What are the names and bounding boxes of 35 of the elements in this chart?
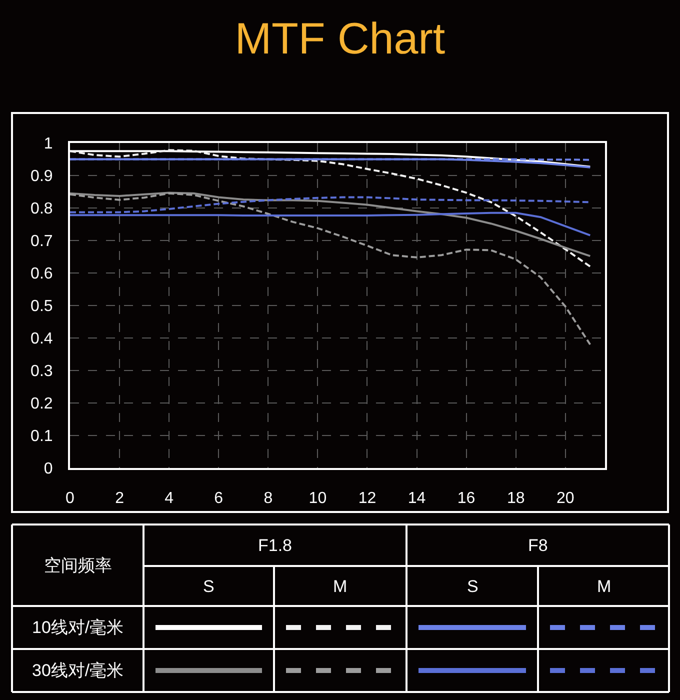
text: F8 xyxy=(528,536,548,555)
chart-title: MTF Chart xyxy=(234,14,446,64)
text: 30线对/毫米 xyxy=(32,661,124,680)
x-tick-label: 6 xyxy=(214,490,224,508)
text: 10线对/毫米 xyxy=(32,618,124,637)
y-tick-label: 0.9 xyxy=(30,168,53,186)
y-tick-label: 0.7 xyxy=(30,233,53,250)
x-tick-label: 2 xyxy=(115,490,124,508)
y-tick-label: 0.2 xyxy=(30,396,53,413)
y-tick-label: 0.3 xyxy=(30,363,53,380)
y-tick-label: 0.8 xyxy=(30,200,53,218)
text: 空间频率 xyxy=(44,556,112,575)
text: S xyxy=(467,577,478,596)
y-tick-label: 0 xyxy=(44,460,53,478)
x-tick-label: 4 xyxy=(164,490,174,508)
y-tick-label: 1 xyxy=(44,136,53,153)
x-tick-label: 12 xyxy=(358,490,376,508)
line-series xyxy=(70,192,592,346)
y-tick-label: 0.5 xyxy=(30,298,53,316)
y-tick-label: 0.6 xyxy=(30,266,53,283)
x-tick-label: 8 xyxy=(264,490,273,508)
line-series xyxy=(70,192,592,258)
x-tick-label: 18 xyxy=(506,490,525,508)
line-series xyxy=(70,149,592,268)
x-tick-label: 10 xyxy=(308,490,327,508)
text: M xyxy=(597,577,612,596)
y-tick-label: 0.4 xyxy=(30,330,53,348)
text: S xyxy=(203,577,214,596)
x-tick-label: 16 xyxy=(457,490,476,508)
text: M xyxy=(333,577,348,596)
x-tick-label: 14 xyxy=(408,490,426,508)
x-tick-label: 0 xyxy=(66,490,75,508)
x-tick-label: 20 xyxy=(556,490,574,508)
y-tick-label: 0.1 xyxy=(30,428,53,446)
text: F1.8 xyxy=(258,536,292,555)
